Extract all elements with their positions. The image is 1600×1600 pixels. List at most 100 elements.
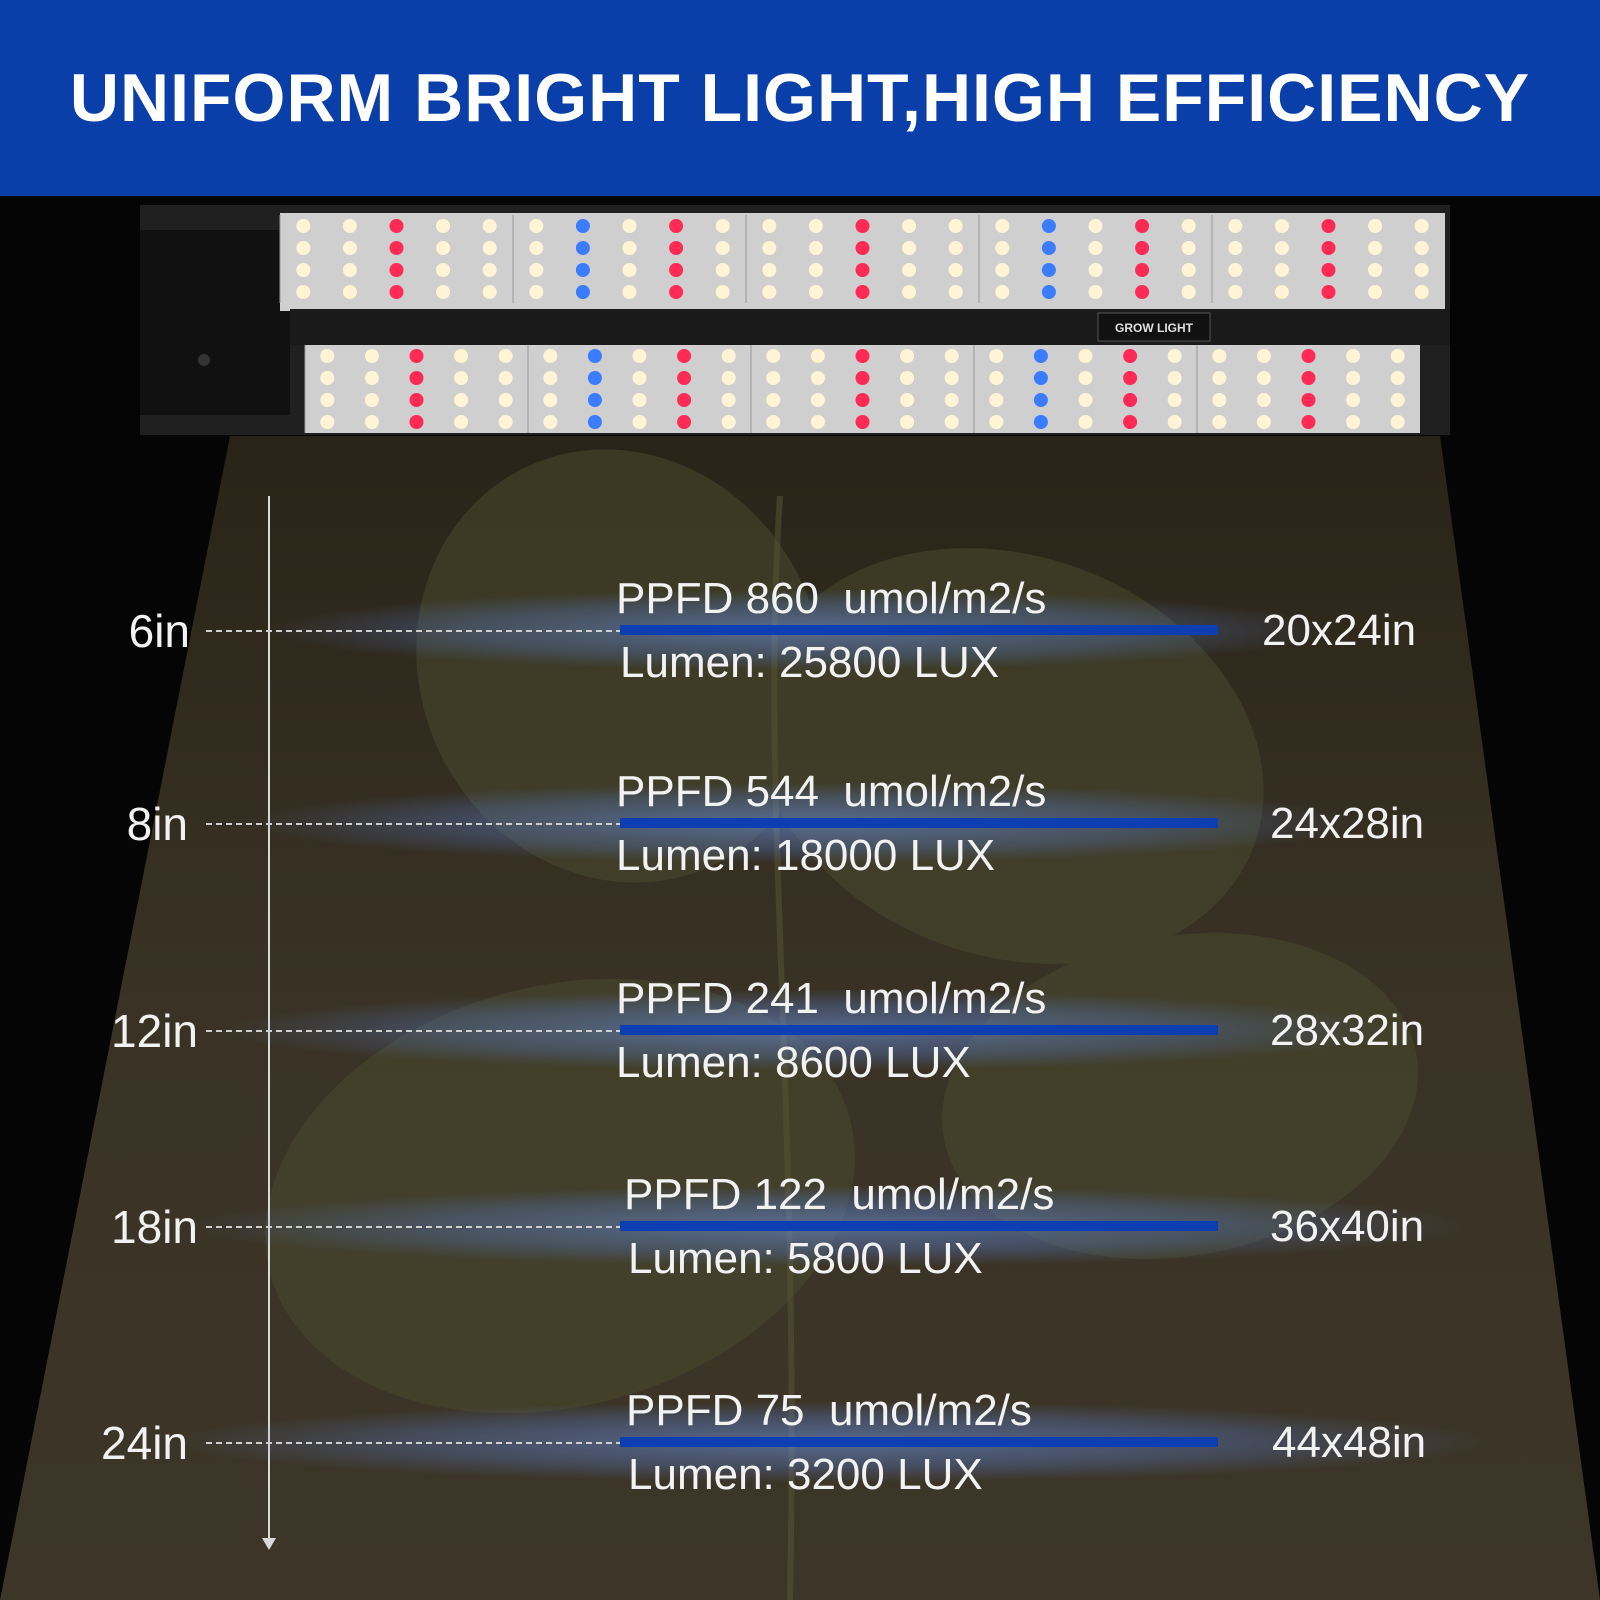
led-dot <box>808 263 823 277</box>
led-dot <box>1033 371 1048 385</box>
led-dot <box>1041 241 1056 255</box>
led-dot <box>1167 349 1182 363</box>
led-dot <box>1274 241 1289 255</box>
led-dot <box>320 371 335 385</box>
led-dot <box>948 241 963 255</box>
led-dot <box>389 263 404 277</box>
led-dot <box>587 415 602 429</box>
lumen-value: Lumen: 8600 LUX <box>616 1038 971 1087</box>
led-dot <box>855 285 870 299</box>
led-dot <box>989 415 1004 429</box>
ppfd-value: PPFD 241 umol/m2/s <box>616 974 1047 1023</box>
led-dot <box>721 349 736 363</box>
level-row-12in: 12in PPFD 241 umol/m2/s Lumen: 8600 LUX … <box>0 974 1600 1087</box>
led-dot <box>1414 241 1429 255</box>
led-dot <box>766 371 781 385</box>
led-dot <box>1228 263 1243 277</box>
led-dot <box>1123 349 1138 363</box>
led-dot <box>587 371 602 385</box>
led-dot <box>454 415 469 429</box>
led-dot <box>762 285 777 299</box>
led-grid-top <box>279 215 1429 303</box>
led-dot <box>995 263 1010 277</box>
coverage-bar <box>620 625 1218 635</box>
led-dot <box>902 219 917 233</box>
led-dot <box>669 241 684 255</box>
led-dot <box>810 393 825 407</box>
led-dot <box>454 371 469 385</box>
led-dot <box>1346 349 1361 363</box>
led-dot <box>1256 415 1271 429</box>
coverage-area: 36x40in <box>1270 1202 1425 1251</box>
led-dot <box>389 285 404 299</box>
led-dot <box>364 371 379 385</box>
led-dot <box>1256 371 1271 385</box>
led-dot <box>1256 349 1271 363</box>
led-dot <box>1181 285 1196 299</box>
coverage-area: 44x48in <box>1272 1418 1427 1467</box>
led-dot <box>529 241 544 255</box>
ppfd-value: PPFD 75 umol/m2/s <box>626 1386 1032 1435</box>
led-dot <box>1301 349 1316 363</box>
led-dot <box>575 285 590 299</box>
led-dot <box>1088 241 1103 255</box>
led-dot <box>721 371 736 385</box>
led-dot <box>1301 393 1316 407</box>
led-dot <box>632 349 647 363</box>
led-dot <box>1346 371 1361 385</box>
coverage-bar <box>620 818 1218 828</box>
led-dot <box>364 415 379 429</box>
led-dot <box>436 219 451 233</box>
led-dot <box>677 393 692 407</box>
led-dot <box>948 285 963 299</box>
height-label: 24in <box>101 1417 188 1469</box>
led-dot <box>1390 393 1405 407</box>
led-dot <box>622 263 637 277</box>
led-dot <box>622 241 637 255</box>
led-dot <box>1135 263 1150 277</box>
led-dot <box>948 263 963 277</box>
led-dot <box>1123 415 1138 429</box>
coverage-bar <box>620 1437 1218 1447</box>
led-dot <box>1033 393 1048 407</box>
led-dot <box>810 371 825 385</box>
led-dot <box>900 349 915 363</box>
height-label: 6in <box>128 605 190 657</box>
led-dot <box>669 263 684 277</box>
led-dot <box>1321 263 1336 277</box>
led-dot <box>543 393 558 407</box>
led-dot <box>948 219 963 233</box>
level-row-6in: 6in PPFD 860 umol/m2/s Lumen: 25800 LUX … <box>0 574 1600 687</box>
led-dot <box>855 371 870 385</box>
led-dot <box>808 219 823 233</box>
height-dash-line <box>206 823 622 825</box>
led-dot <box>989 371 1004 385</box>
led-dot <box>482 219 497 233</box>
led-dot <box>1256 393 1271 407</box>
led-dot <box>855 219 870 233</box>
led-dot <box>1033 415 1048 429</box>
led-dot <box>989 393 1004 407</box>
led-dot <box>482 285 497 299</box>
led-dot <box>1321 285 1336 299</box>
led-dot <box>632 371 647 385</box>
height-dash-line <box>206 1226 622 1228</box>
led-dot <box>1033 349 1048 363</box>
led-dot <box>1274 285 1289 299</box>
led-dot <box>1088 285 1103 299</box>
led-dot <box>677 415 692 429</box>
led-dot <box>669 219 684 233</box>
led-dot <box>587 349 602 363</box>
led-dot <box>409 393 424 407</box>
height-dash-line <box>206 1030 622 1032</box>
led-dot <box>989 349 1004 363</box>
led-dot <box>766 415 781 429</box>
led-dot <box>715 263 730 277</box>
fixture-label: GROW LIGHT <box>1115 321 1194 335</box>
led-dot <box>900 415 915 429</box>
led-dot <box>721 415 736 429</box>
led-dot <box>1078 349 1093 363</box>
led-dot <box>1274 219 1289 233</box>
led-dot <box>498 393 513 407</box>
coverage-area: 20x24in <box>1262 606 1417 655</box>
